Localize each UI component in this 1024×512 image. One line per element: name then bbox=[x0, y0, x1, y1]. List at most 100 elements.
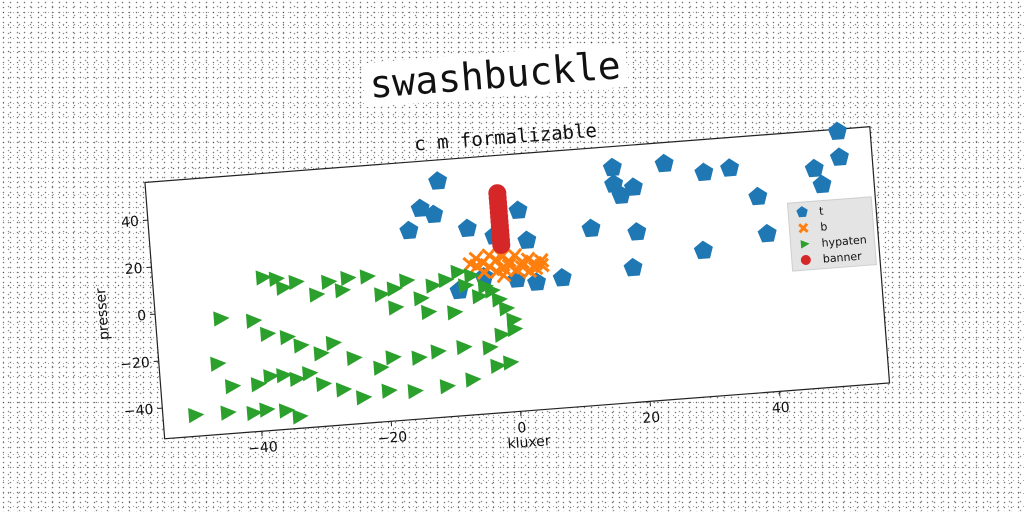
data-point-b bbox=[508, 261, 525, 278]
data-point-t bbox=[829, 147, 849, 166]
y-tick-label: 20 bbox=[124, 261, 143, 278]
data-point-hypaten bbox=[456, 340, 473, 356]
x-axis-label: kluxer bbox=[507, 433, 551, 452]
legend-label-banner: banner bbox=[822, 250, 862, 266]
series-hypaten bbox=[188, 264, 524, 425]
data-point-hypaten bbox=[276, 368, 293, 384]
data-point-hypaten bbox=[279, 329, 297, 346]
data-point-t bbox=[611, 185, 631, 204]
data-point-hypaten bbox=[293, 338, 310, 354]
data-point-hypaten bbox=[220, 405, 237, 421]
data-point-hypaten bbox=[278, 403, 296, 419]
data-point-hypaten bbox=[491, 292, 508, 308]
data-point-hypaten bbox=[355, 390, 373, 406]
data-point-hypaten bbox=[413, 291, 430, 307]
x-tick-label: −40 bbox=[248, 439, 279, 457]
data-point-hypaten bbox=[321, 274, 338, 291]
data-point-t bbox=[757, 223, 777, 243]
data-point-hypaten bbox=[421, 304, 438, 321]
data-point-hypaten bbox=[373, 360, 390, 376]
data-point-t bbox=[399, 220, 419, 240]
data-point-t bbox=[552, 268, 572, 287]
data-point-hypaten bbox=[334, 283, 352, 299]
legend-item-banner: banner bbox=[800, 250, 863, 266]
data-point-hypaten bbox=[471, 289, 489, 305]
data-point-hypaten bbox=[268, 271, 286, 287]
series-t bbox=[399, 121, 849, 300]
legend-label-b: b bbox=[820, 220, 828, 233]
data-point-hypaten bbox=[498, 301, 516, 317]
legend-marker-banner bbox=[800, 254, 811, 265]
data-point-hypaten bbox=[494, 327, 511, 343]
data-point-hypaten bbox=[325, 335, 343, 352]
data-point-hypaten bbox=[490, 358, 507, 374]
data-point-t bbox=[693, 240, 713, 260]
data-point-t bbox=[517, 230, 537, 250]
data-point-hypaten bbox=[430, 344, 447, 360]
y-tick-label: 40 bbox=[121, 214, 140, 231]
y-tick-label: 0 bbox=[137, 308, 147, 325]
legend-label-t: t bbox=[819, 204, 825, 217]
data-point-hypaten bbox=[213, 311, 230, 327]
data-point-hypaten bbox=[463, 268, 481, 284]
data-point-t bbox=[527, 272, 547, 291]
data-point-t bbox=[428, 171, 448, 190]
data-point-t bbox=[748, 186, 768, 206]
legend-marker-b bbox=[798, 222, 809, 234]
data-point-hypaten bbox=[302, 366, 319, 382]
data-point-t bbox=[812, 174, 832, 194]
data-point-t bbox=[623, 177, 643, 196]
data-point-hypaten bbox=[450, 264, 467, 281]
data-point-hypaten bbox=[465, 372, 482, 388]
data-point-b bbox=[534, 257, 550, 274]
data-point-hypaten bbox=[224, 379, 242, 395]
legend-item-b: b bbox=[798, 220, 828, 234]
data-point-hypaten bbox=[255, 270, 272, 286]
x-axis: −40 −20 0 20 40 bbox=[248, 391, 790, 457]
data-point-hypaten bbox=[210, 356, 227, 372]
data-point-hypaten bbox=[315, 376, 333, 393]
data-point-t bbox=[581, 218, 601, 238]
data-point-hypaten bbox=[439, 379, 457, 395]
y-tick-label: −40 bbox=[123, 402, 154, 420]
data-point-t bbox=[804, 158, 824, 178]
data-point-hypaten bbox=[506, 321, 524, 338]
data-point-hypaten bbox=[447, 305, 464, 321]
data-point-hypaten bbox=[399, 273, 416, 289]
series-b bbox=[462, 247, 550, 284]
data-point-hypaten bbox=[292, 409, 309, 425]
series-banner bbox=[488, 184, 511, 254]
legend-item-hypaten: hypaten bbox=[800, 233, 867, 250]
data-point-hypaten bbox=[386, 281, 403, 297]
data-point-hypaten bbox=[438, 272, 455, 289]
data-point-t bbox=[694, 162, 714, 182]
data-point-b bbox=[495, 267, 512, 284]
data-point-hypaten bbox=[374, 287, 391, 303]
legend-marker-hypaten bbox=[800, 240, 810, 249]
x-tick-label: 20 bbox=[642, 410, 661, 427]
data-point-b bbox=[476, 264, 492, 281]
data-point-hypaten bbox=[482, 340, 499, 356]
data-point-hypaten bbox=[245, 313, 263, 329]
data-point-t bbox=[457, 218, 477, 238]
data-point-t bbox=[654, 153, 674, 173]
legend-label-hypaten: hypaten bbox=[821, 233, 867, 249]
y-axis-label: presser bbox=[93, 287, 113, 340]
data-point-banner bbox=[488, 184, 507, 203]
legend-item-t: t bbox=[796, 204, 825, 218]
data-point-hypaten bbox=[188, 407, 205, 424]
data-point-t bbox=[720, 158, 740, 177]
legend-marker-t bbox=[796, 206, 808, 218]
data-point-t bbox=[424, 204, 444, 224]
data-point-hypaten bbox=[313, 346, 330, 362]
x-tick-label: 40 bbox=[771, 400, 790, 417]
data-point-t bbox=[623, 257, 643, 277]
data-point-hypaten bbox=[250, 377, 268, 393]
data-point-t bbox=[827, 121, 847, 141]
data-point-t bbox=[627, 222, 647, 241]
data-point-hypaten bbox=[411, 350, 428, 366]
data-point-hypaten bbox=[263, 369, 280, 385]
data-point-hypaten bbox=[335, 382, 353, 398]
data-point-hypaten bbox=[288, 274, 305, 291]
data-point-hypaten bbox=[503, 355, 520, 371]
